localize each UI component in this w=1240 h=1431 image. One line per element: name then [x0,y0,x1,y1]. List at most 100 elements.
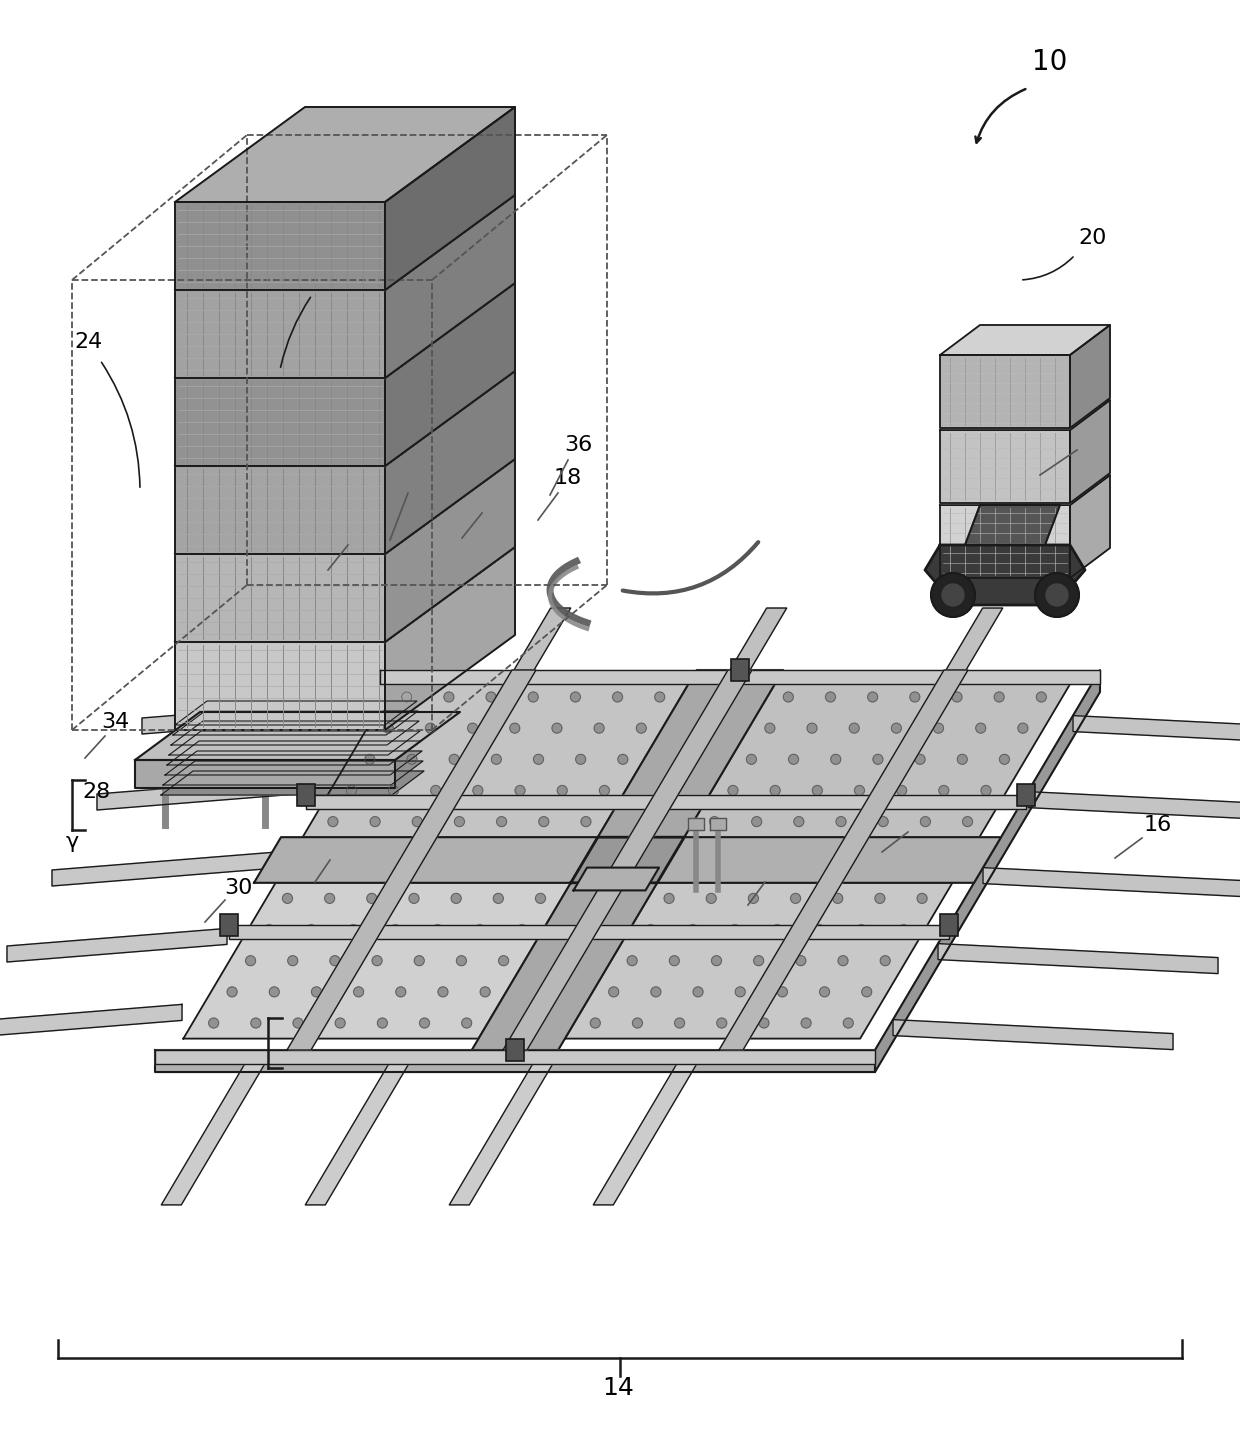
Circle shape [288,956,298,966]
Circle shape [402,693,412,703]
Circle shape [899,924,909,934]
Circle shape [880,956,890,966]
Circle shape [789,754,799,764]
Circle shape [557,786,567,796]
Circle shape [892,723,901,733]
Polygon shape [940,355,1070,428]
Circle shape [994,693,1004,703]
Text: 32: 32 [908,810,936,830]
Text: 20: 20 [1079,228,1107,248]
Circle shape [552,723,562,733]
Circle shape [868,693,878,703]
Circle shape [636,723,646,733]
Text: 30: 30 [223,879,252,899]
Polygon shape [573,867,658,890]
Text: 28: 28 [83,781,112,801]
Circle shape [391,924,401,934]
Circle shape [590,1017,600,1027]
Polygon shape [165,751,422,776]
Circle shape [759,1017,769,1027]
Circle shape [613,693,622,703]
Circle shape [934,723,944,733]
Circle shape [454,817,465,827]
Circle shape [751,817,761,827]
Circle shape [433,924,443,934]
Circle shape [533,754,543,764]
Polygon shape [875,670,1100,1072]
Polygon shape [169,731,420,756]
Bar [221,913,238,936]
Circle shape [981,786,991,796]
Circle shape [831,754,841,764]
Circle shape [227,987,237,997]
Circle shape [412,817,423,827]
Text: 12: 12 [1078,425,1106,445]
Circle shape [770,786,780,796]
Circle shape [849,723,859,733]
Circle shape [438,987,448,997]
Circle shape [293,1017,303,1027]
Circle shape [444,693,454,703]
Circle shape [707,893,717,903]
Polygon shape [503,670,751,1050]
Circle shape [765,723,775,733]
Polygon shape [565,883,952,1039]
Circle shape [754,956,764,966]
Polygon shape [175,202,384,290]
Polygon shape [135,713,460,760]
Polygon shape [7,929,227,962]
Polygon shape [161,771,424,796]
Circle shape [791,893,801,903]
Circle shape [962,817,972,827]
Text: 26: 26 [404,468,432,488]
Circle shape [388,786,398,796]
Polygon shape [684,681,1071,837]
Circle shape [784,693,794,703]
Circle shape [250,1017,260,1027]
Circle shape [269,987,279,997]
Circle shape [875,893,885,903]
Polygon shape [1070,401,1110,504]
Circle shape [957,754,967,764]
Polygon shape [1070,325,1110,428]
Circle shape [396,987,405,997]
Polygon shape [384,371,515,554]
Circle shape [491,754,501,764]
Polygon shape [303,681,689,837]
Circle shape [609,987,619,997]
Text: 36: 36 [564,435,593,455]
Circle shape [854,786,864,796]
Circle shape [915,754,925,764]
Circle shape [414,956,424,966]
Circle shape [815,924,825,934]
Circle shape [693,987,703,997]
Polygon shape [229,924,950,939]
Circle shape [976,723,986,733]
Polygon shape [175,290,384,378]
Circle shape [451,893,461,903]
Circle shape [372,956,382,966]
Circle shape [873,754,883,764]
Polygon shape [305,1050,417,1205]
Bar [1017,784,1034,807]
Polygon shape [155,1050,875,1072]
Polygon shape [570,837,684,883]
Polygon shape [1028,791,1240,821]
Polygon shape [449,1050,560,1205]
Circle shape [655,693,665,703]
Circle shape [920,817,930,827]
Circle shape [515,786,525,796]
Circle shape [1047,584,1068,605]
Circle shape [510,723,520,733]
Circle shape [833,893,843,903]
Circle shape [777,987,787,997]
Text: 30: 30 [343,519,372,539]
Circle shape [665,893,675,903]
Circle shape [746,754,756,764]
Circle shape [348,924,358,934]
Polygon shape [135,760,396,788]
Polygon shape [925,545,1085,605]
Circle shape [475,924,485,934]
Polygon shape [175,547,515,643]
Circle shape [618,754,627,764]
